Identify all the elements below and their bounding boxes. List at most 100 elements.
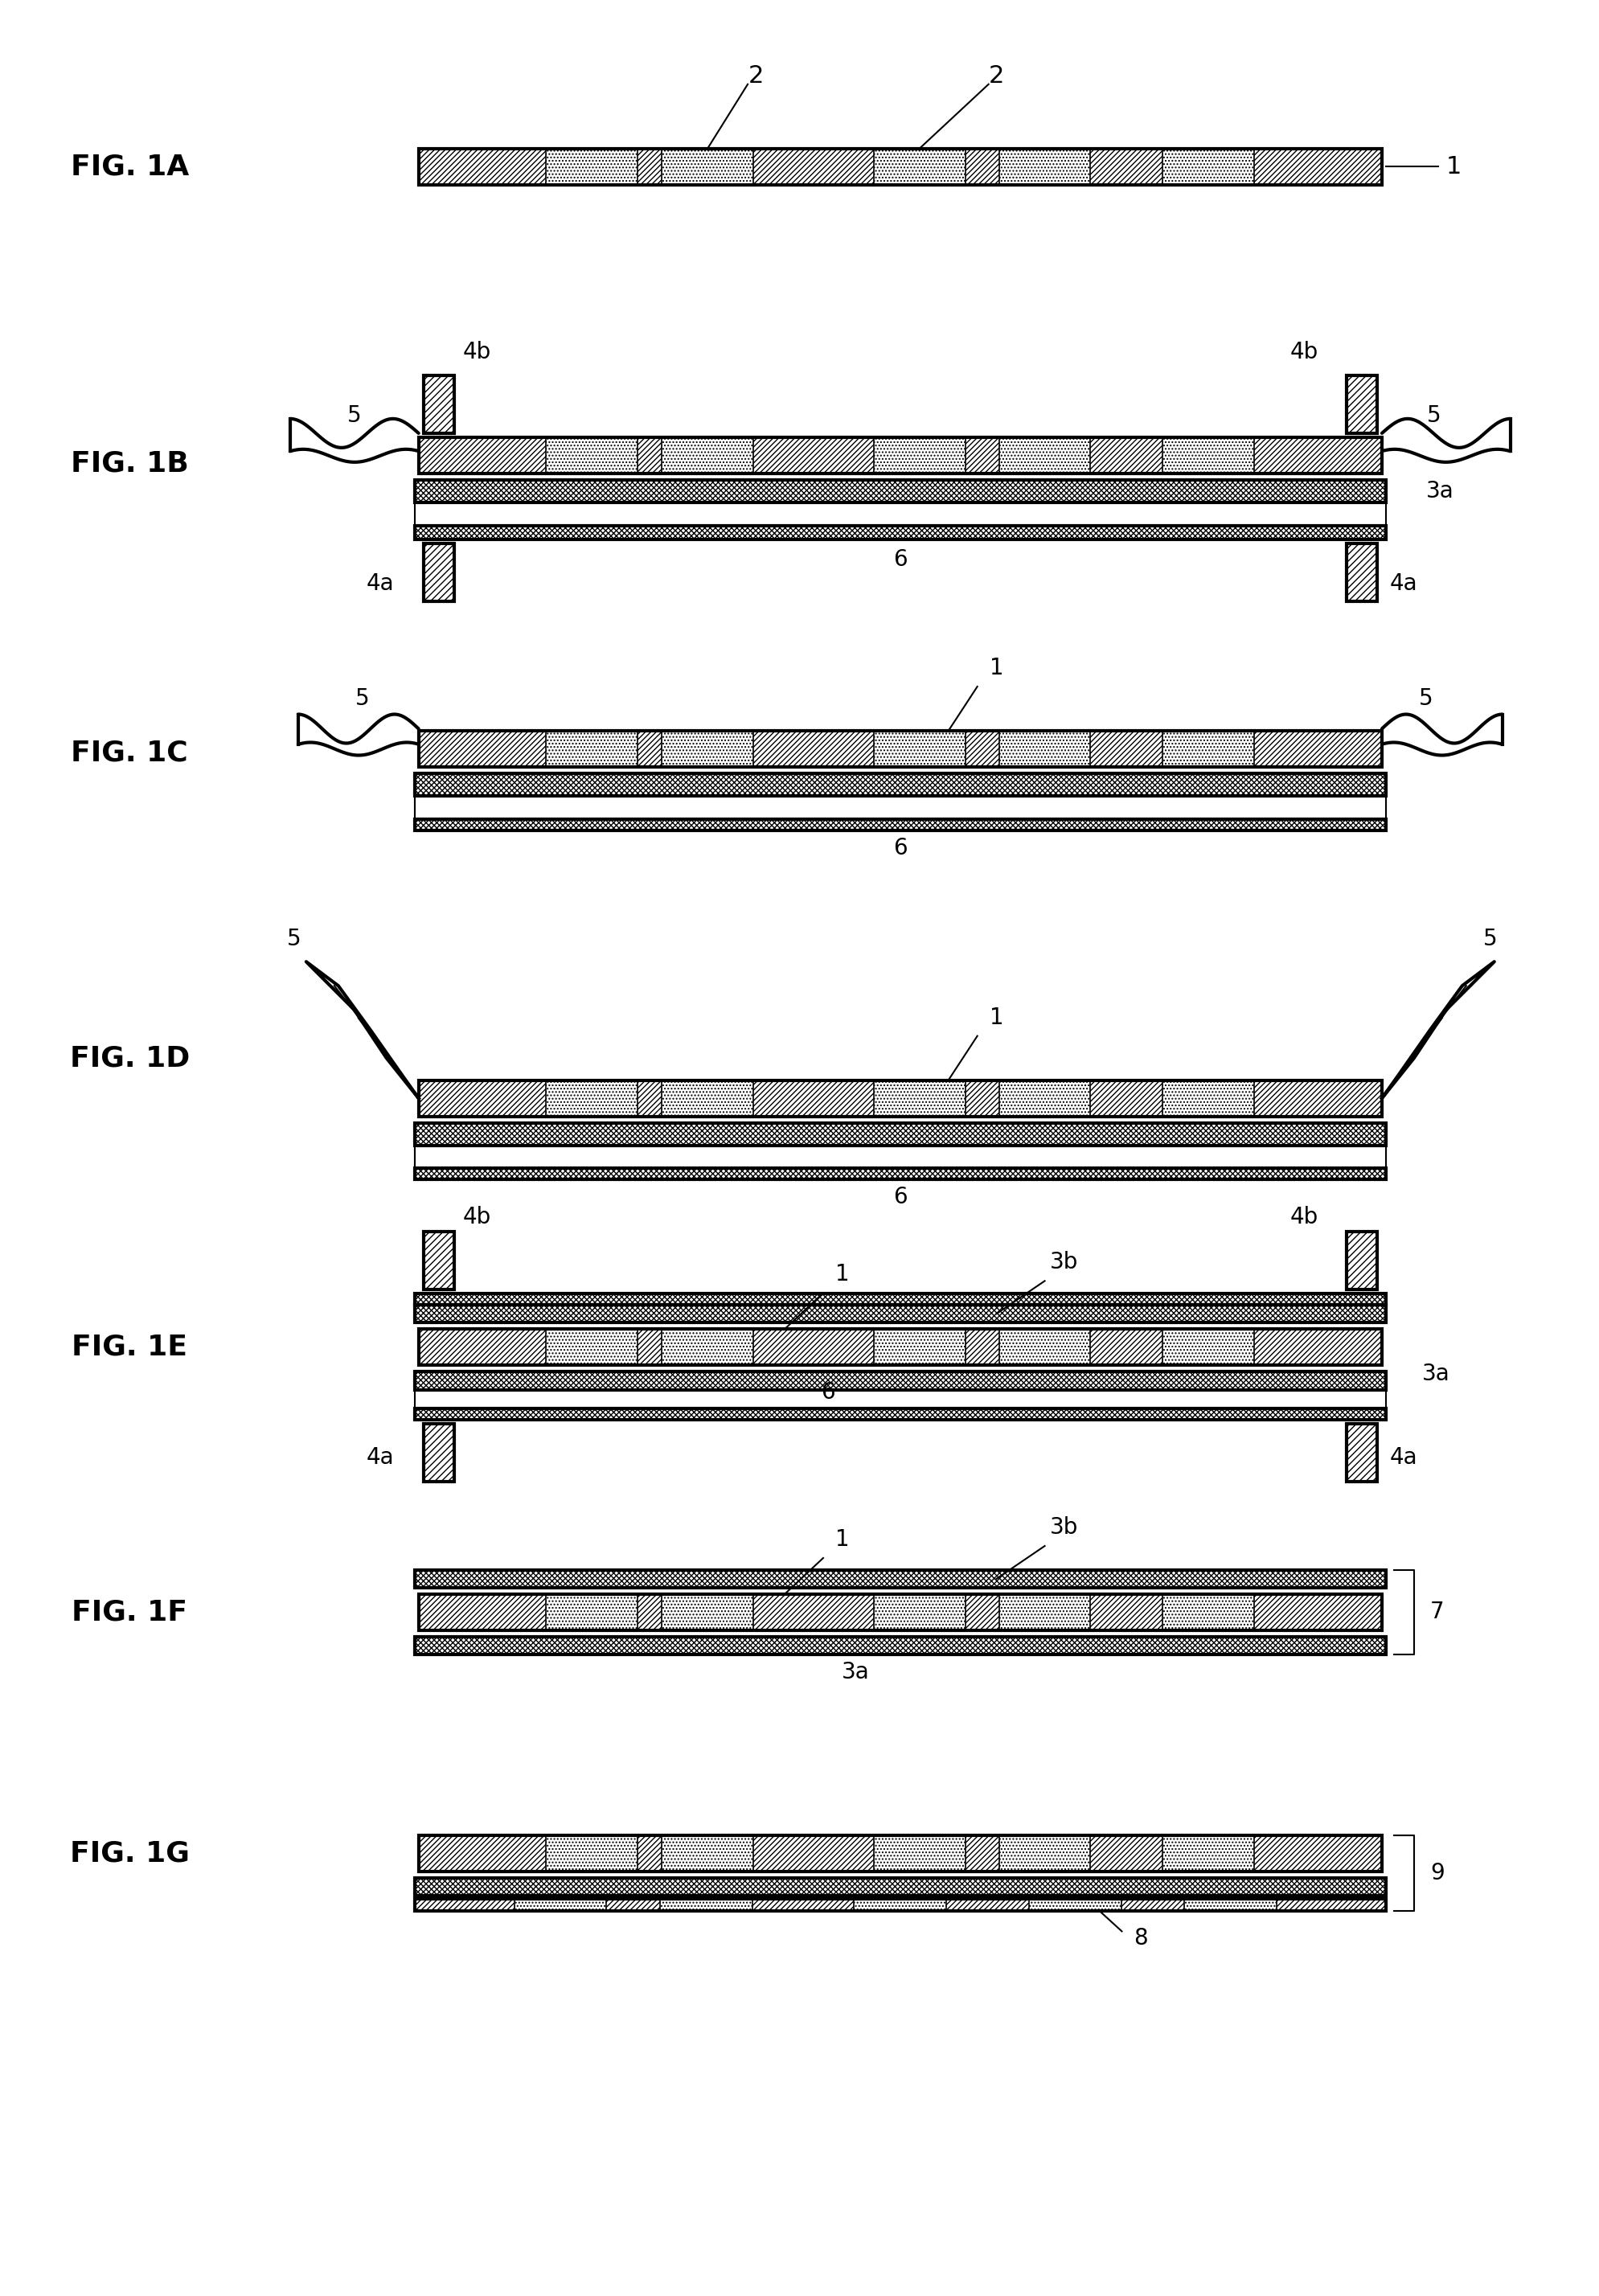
Text: 6: 6 [894, 549, 907, 572]
Bar [414, 1371, 1386, 1389]
Bar [424, 1231, 454, 1290]
Bar [414, 1304, 1386, 1322]
Bar [414, 526, 1386, 540]
Text: 3a: 3a [1426, 480, 1453, 503]
Bar [854, 1899, 947, 1910]
Bar [419, 1329, 1382, 1366]
Bar [999, 1835, 1091, 1871]
Bar [999, 149, 1091, 184]
Bar [873, 439, 966, 473]
Text: 4b: 4b [1290, 1205, 1318, 1228]
Bar [662, 1593, 753, 1630]
Bar [414, 503, 1386, 526]
Bar [414, 1570, 1386, 1589]
Bar [1346, 1424, 1377, 1481]
Bar [424, 544, 454, 602]
Bar [419, 1329, 1382, 1366]
Text: 1: 1 [990, 1006, 1004, 1029]
Bar [414, 1637, 1386, 1655]
Bar [419, 730, 1382, 767]
Bar [999, 730, 1091, 767]
Bar [1162, 1593, 1254, 1630]
Bar [419, 1593, 1382, 1630]
Bar [414, 1899, 1386, 1910]
Bar [414, 480, 1386, 503]
Bar [1162, 1079, 1254, 1116]
Bar [414, 1878, 1386, 1896]
Bar [424, 544, 454, 602]
Bar [547, 1593, 638, 1630]
Text: 6: 6 [822, 1382, 835, 1403]
Bar [873, 1835, 966, 1871]
Text: 3b: 3b [1051, 1515, 1078, 1538]
Bar [1346, 377, 1377, 434]
Bar [1346, 797, 1386, 831]
Text: 4a: 4a [1390, 572, 1418, 595]
Bar [1346, 1424, 1377, 1481]
Text: 1: 1 [835, 1263, 849, 1286]
Bar [414, 1304, 1386, 1322]
Bar [414, 1637, 1386, 1655]
Bar [662, 1835, 753, 1871]
Bar [1162, 730, 1254, 767]
Text: 8: 8 [1134, 1926, 1148, 1949]
Text: 9: 9 [1430, 1862, 1444, 1885]
Bar [414, 1293, 1386, 1304]
Bar [414, 1304, 1386, 1322]
Bar [424, 1231, 454, 1290]
Text: FIG. 1F: FIG. 1F [72, 1598, 187, 1626]
Text: FIG. 1E: FIG. 1E [72, 1334, 187, 1362]
Bar [414, 1878, 1386, 1896]
Bar [414, 1146, 454, 1180]
Text: 5: 5 [1426, 404, 1441, 427]
Bar [419, 1593, 1382, 1630]
Bar [419, 1835, 1382, 1871]
Text: 1: 1 [990, 657, 1004, 680]
Text: 4b: 4b [462, 1205, 491, 1228]
Text: 3b: 3b [1051, 1251, 1078, 1274]
Bar [419, 1835, 1382, 1871]
Bar [414, 1123, 1386, 1146]
Bar [547, 730, 638, 767]
Bar [414, 1169, 1386, 1180]
Text: 5: 5 [1484, 928, 1497, 951]
Bar [1346, 544, 1377, 602]
Bar [414, 1293, 1386, 1304]
Text: 4a: 4a [366, 572, 395, 595]
Bar [999, 1593, 1091, 1630]
Bar [414, 1899, 1386, 1910]
Bar [414, 1169, 1386, 1180]
Bar [1162, 1329, 1254, 1366]
Bar [873, 1329, 966, 1366]
Bar [1346, 544, 1377, 602]
Bar [414, 1407, 1386, 1419]
Bar [414, 1407, 1386, 1419]
Bar [1030, 1899, 1121, 1910]
Bar [414, 1637, 1386, 1655]
Bar [1346, 1424, 1377, 1481]
Bar [547, 1079, 638, 1116]
Bar [414, 774, 1386, 797]
Bar [662, 149, 753, 184]
Text: FIG. 1G: FIG. 1G [70, 1839, 189, 1867]
Bar [419, 439, 1382, 473]
Bar [1162, 1835, 1254, 1871]
Bar [424, 1424, 454, 1481]
Bar [414, 1371, 1386, 1389]
Text: 4b: 4b [1290, 342, 1318, 363]
Bar [414, 1570, 1386, 1589]
Bar [419, 149, 1382, 184]
Text: 1: 1 [1447, 154, 1461, 179]
Bar [414, 1899, 1386, 1910]
Text: 6: 6 [894, 1187, 907, 1208]
Bar [873, 149, 966, 184]
Text: FIG. 1B: FIG. 1B [70, 450, 189, 478]
Bar [419, 1593, 1382, 1630]
Bar [662, 1329, 753, 1366]
Bar [1346, 1231, 1377, 1290]
Text: 3a: 3a [1422, 1364, 1450, 1384]
Text: 7: 7 [1430, 1600, 1444, 1623]
Bar [419, 439, 1382, 473]
Bar [1346, 1231, 1377, 1290]
Bar [414, 480, 1386, 503]
